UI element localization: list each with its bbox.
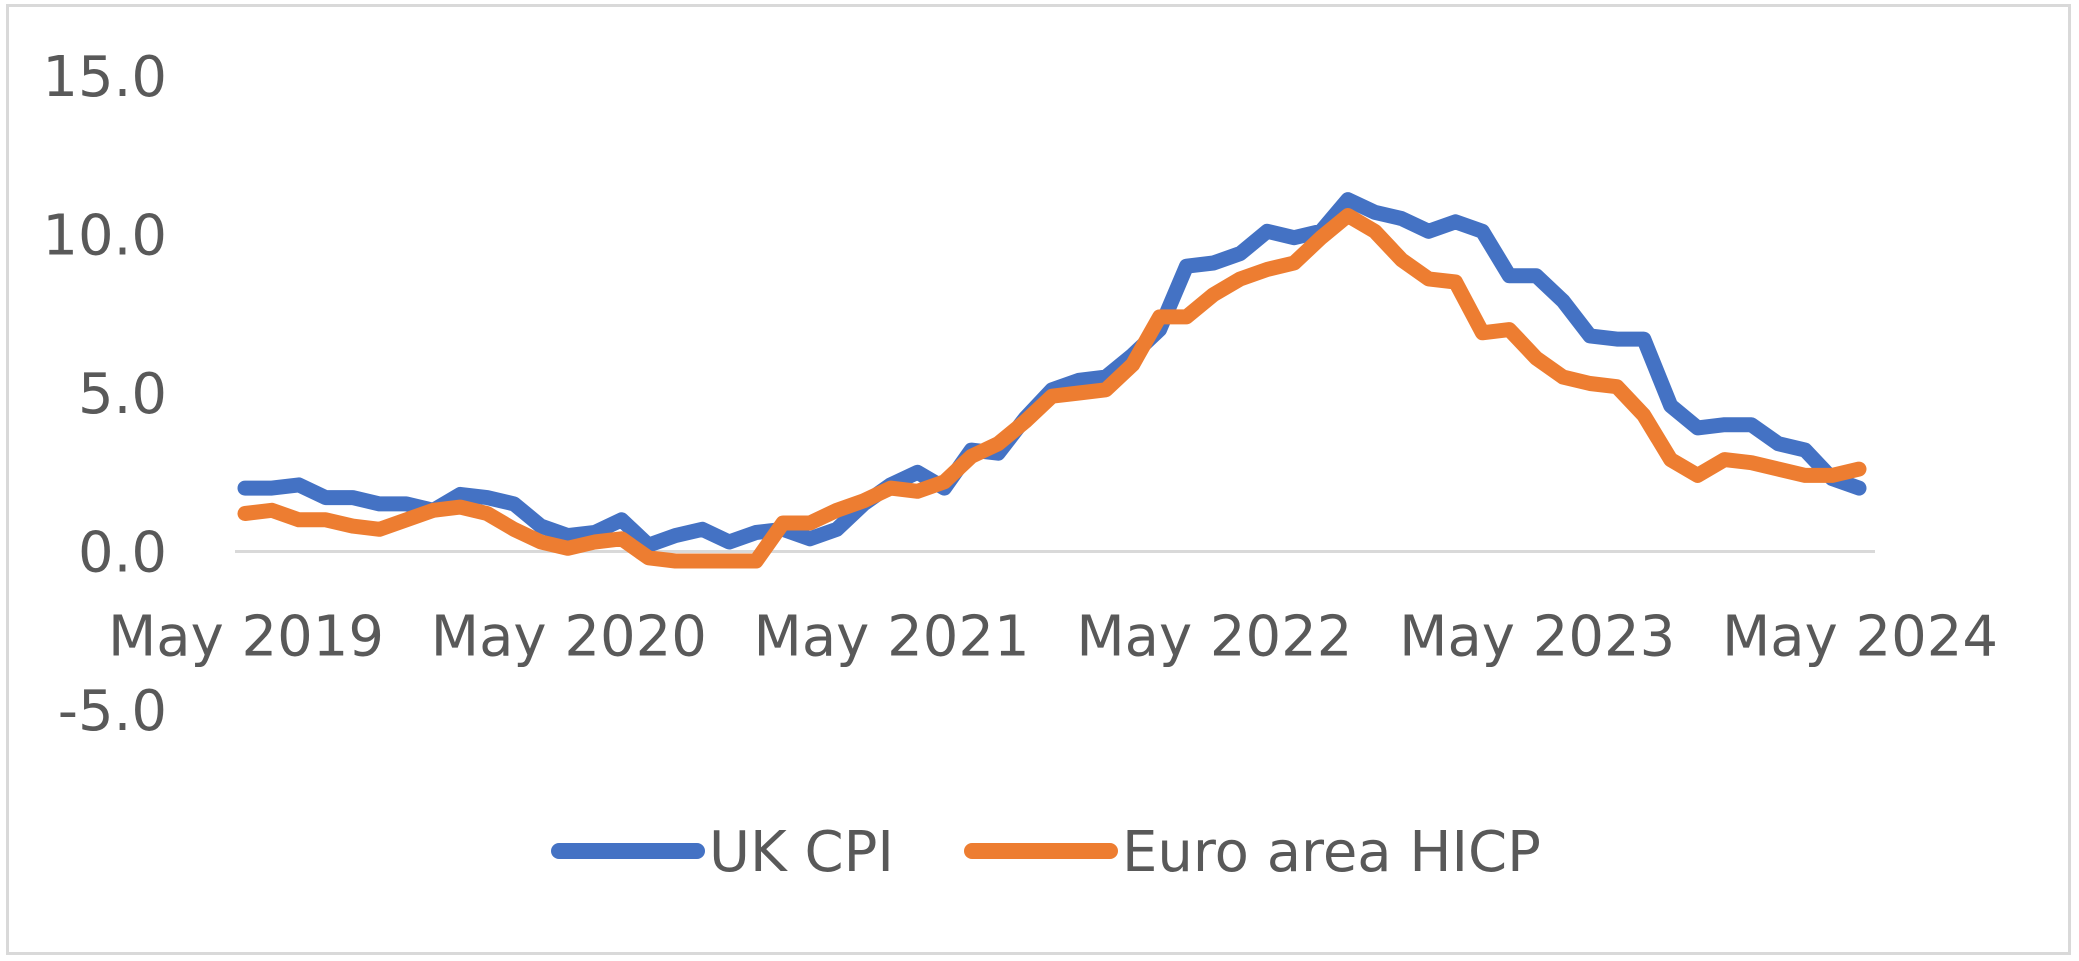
- legend-label-uk-cpi: UK CPI: [709, 820, 894, 885]
- y-tick-label: 10.0: [42, 204, 167, 269]
- x-tick-label: May 2022: [1076, 605, 1352, 670]
- series-lines: [237, 192, 1867, 569]
- x-axis-labels: May 2019 May 2020 May 2021 May 2022 May 2023…: [108, 605, 1998, 670]
- x-tick-label: May 2020: [431, 605, 707, 670]
- legend-label-euro-area-hicp: Euro area HICP: [1122, 820, 1541, 885]
- series-line-uk-cpi: [237, 192, 1867, 553]
- y-tick-label: 15.0: [42, 45, 167, 110]
- line-chart: 15.010.05.00.0-5.0 May 2019 May 2020 May 2…: [42, 45, 1998, 885]
- x-tick-label: May 2023: [1399, 605, 1675, 670]
- y-tick-label: 5.0: [78, 362, 167, 427]
- legend-item-euro-area-hicp: Euro area HICP: [964, 820, 1541, 885]
- x-tick-label: May 2019: [108, 605, 384, 670]
- y-tick-label: 0.0: [78, 521, 167, 586]
- legend: UK CPI Euro area HICP: [551, 820, 1541, 885]
- y-tick-label: -5.0: [58, 679, 167, 744]
- legend-item-uk-cpi: UK CPI: [551, 820, 894, 885]
- series-line-euro-area-hicp: [237, 208, 1867, 569]
- x-tick-label: May 2024: [1722, 605, 1998, 670]
- chart-frame: 15.0 10.0 5.0 0.0 -5.0 May 2019 May 2020 May 2…: [6, 4, 2071, 955]
- x-tick-label: May 2021: [754, 605, 1030, 670]
- y-axis-labels: 15.0 10.0 5.0 0.0 -5.0: [42, 45, 167, 744]
